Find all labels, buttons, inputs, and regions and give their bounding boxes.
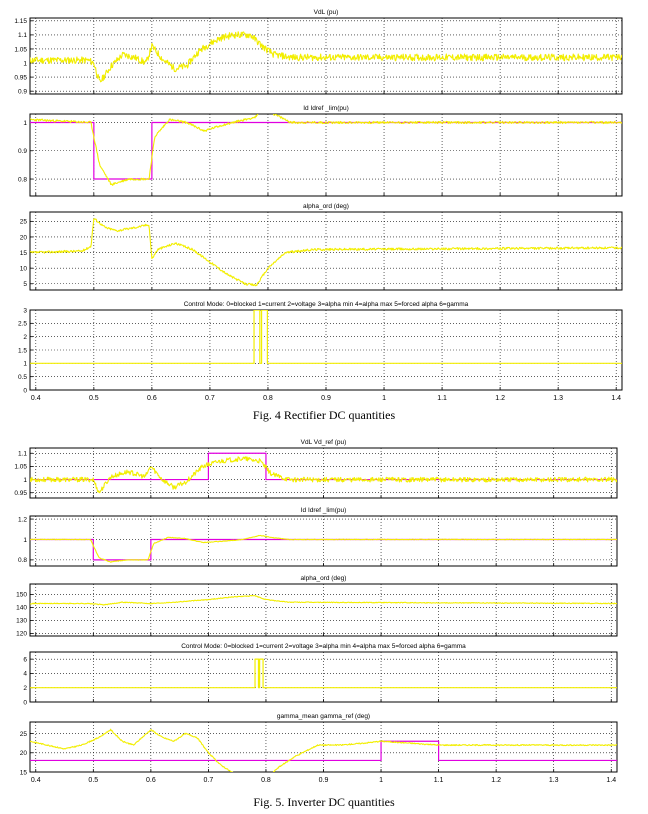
x-tick-label: 1 (382, 395, 386, 402)
x-tick-label: 0.9 (321, 395, 331, 402)
series-line (30, 534, 617, 563)
chart-panel: Control Mode: 0=blocked 1=current 2=volt… (23, 643, 618, 706)
series-line (30, 740, 617, 762)
y-tick-label: 1.15 (14, 18, 27, 25)
y-tick-label: 1 (23, 60, 27, 67)
plot-frame (29, 113, 623, 197)
y-tick-label: 1 (23, 537, 27, 544)
x-tick-label: 1.1 (437, 395, 447, 402)
y-tick-label: 6 (23, 656, 27, 663)
chart-panel: Id Idref _lim(pu) 0.8 1 1.2 (18, 507, 618, 567)
series-line (30, 456, 617, 494)
y-tick-label: 120 (16, 631, 27, 638)
x-tick-label: 0.8 (263, 395, 273, 402)
y-tick-label: 0 (23, 387, 27, 394)
chart-title: alpha_ord (deg) (301, 575, 347, 582)
y-tick-label: 0.9 (18, 148, 27, 155)
y-tick-label: 0.5 (18, 374, 27, 381)
y-tick-label: 140 (16, 605, 27, 612)
chart-title: Control Mode: 0=blocked 1=current 2=volt… (184, 301, 469, 308)
x-tick-label: 0.7 (204, 777, 214, 784)
series-line (30, 658, 617, 689)
y-tick-label: 1.5 (18, 347, 27, 354)
series-line (30, 728, 617, 772)
chart-title: Id Idref _lim(pu) (301, 507, 347, 514)
chart-title: Id Idref _lim(pu) (303, 105, 349, 112)
y-tick-label: 0.9 (18, 88, 27, 95)
y-tick-label: 2.5 (18, 321, 27, 328)
x-tick-label: 0.4 (31, 777, 41, 784)
x-tick-label: 1.4 (611, 395, 621, 402)
y-tick-label: 0.95 (14, 74, 27, 81)
y-tick-label: 0 (23, 699, 27, 706)
x-tick-label: 0.6 (146, 777, 156, 784)
x-tick-label: 1 (379, 777, 383, 784)
chart-panel: gamma_mean gamma_ref (deg) 0.4 0.5 0.6 0.7 0.… (20, 713, 618, 784)
x-tick-label: 1.3 (553, 395, 563, 402)
chart-title: VdL (pu) (314, 9, 339, 16)
x-tick-label: 1.4 (606, 777, 616, 784)
chart-panel: Control Mode: 0=blocked 1=current 2=volt… (18, 301, 623, 402)
y-tick-label: 2 (23, 334, 27, 341)
x-tick-label: 0.4 (31, 395, 41, 402)
series-line (30, 114, 622, 186)
y-tick-label: 1 (23, 477, 27, 484)
figure-caption-inverter: Fig. 5. Inverter DC quantities (253, 795, 395, 809)
series-line (30, 594, 617, 606)
plot-frame (29, 583, 618, 637)
x-tick-label: 0.5 (88, 777, 98, 784)
series-line (30, 218, 622, 287)
x-tick-label: 1.2 (495, 395, 505, 402)
y-tick-label: 1.1 (18, 32, 27, 39)
x-tick-label: 0.8 (261, 777, 271, 784)
chart-title: gamma_mean gamma_ref (deg) (277, 713, 370, 720)
y-tick-label: 0.95 (14, 490, 27, 497)
y-tick-label: 1.05 (14, 46, 27, 53)
y-tick-label: 1 (23, 361, 27, 368)
x-tick-label: 1.1 (434, 777, 444, 784)
y-tick-label: 1.2 (18, 516, 27, 523)
chart-title: alpha_ord (deg) (303, 203, 349, 210)
y-tick-label: 130 (16, 618, 27, 625)
y-tick-label: 15 (20, 769, 28, 776)
chart-title: VdL Vd_ref (pu) (301, 439, 347, 446)
chart-panel: alpha_ord (deg) 5 10 15 20 25 (20, 203, 623, 291)
chart-panel: VdL Vd_ref (pu) 0.95 1 1.05 1.1 (14, 439, 618, 499)
x-tick-label: 1.3 (549, 777, 559, 784)
y-tick-label: 25 (20, 731, 28, 738)
x-tick-label: 1.2 (491, 777, 501, 784)
y-tick-label: 15 (20, 250, 28, 257)
y-tick-label: 4 (23, 671, 27, 678)
y-tick-label: 1.05 (14, 464, 27, 471)
y-tick-label: 1.1 (18, 451, 27, 458)
chart-panel: Id Idref _lim(pu) 0.8 0.9 1 (18, 105, 623, 197)
y-tick-label: 10 (20, 265, 28, 272)
figure-caption-rectifier: Fig. 4 Rectifier DC quantities (252, 408, 396, 422)
y-tick-label: 25 (20, 219, 28, 226)
x-tick-label: 0.9 (319, 777, 329, 784)
x-tick-label: 0.6 (147, 395, 157, 402)
x-tick-label: 0.7 (205, 395, 215, 402)
y-tick-label: 0.8 (18, 557, 27, 564)
y-tick-label: 5 (23, 281, 27, 288)
y-tick-label: 3 (23, 307, 27, 314)
series-line (30, 310, 622, 364)
chart-panel: VdL (pu) 0.9 0.95 1 1.05 1.1 1.15 (14, 9, 623, 95)
y-tick-label: 20 (20, 750, 28, 757)
chart-title: Control Mode: 0=blocked 1=current 2=volt… (181, 643, 466, 650)
chart-panel: alpha_ord (deg) 120 130 140 150 (16, 575, 618, 638)
y-tick-label: 0.8 (18, 176, 27, 183)
x-tick-label: 0.5 (89, 395, 99, 402)
y-tick-label: 2 (23, 685, 27, 692)
y-tick-label: 20 (20, 234, 28, 241)
y-tick-label: 150 (16, 592, 27, 599)
series-line (30, 31, 622, 83)
y-tick-label: 1 (23, 120, 27, 127)
